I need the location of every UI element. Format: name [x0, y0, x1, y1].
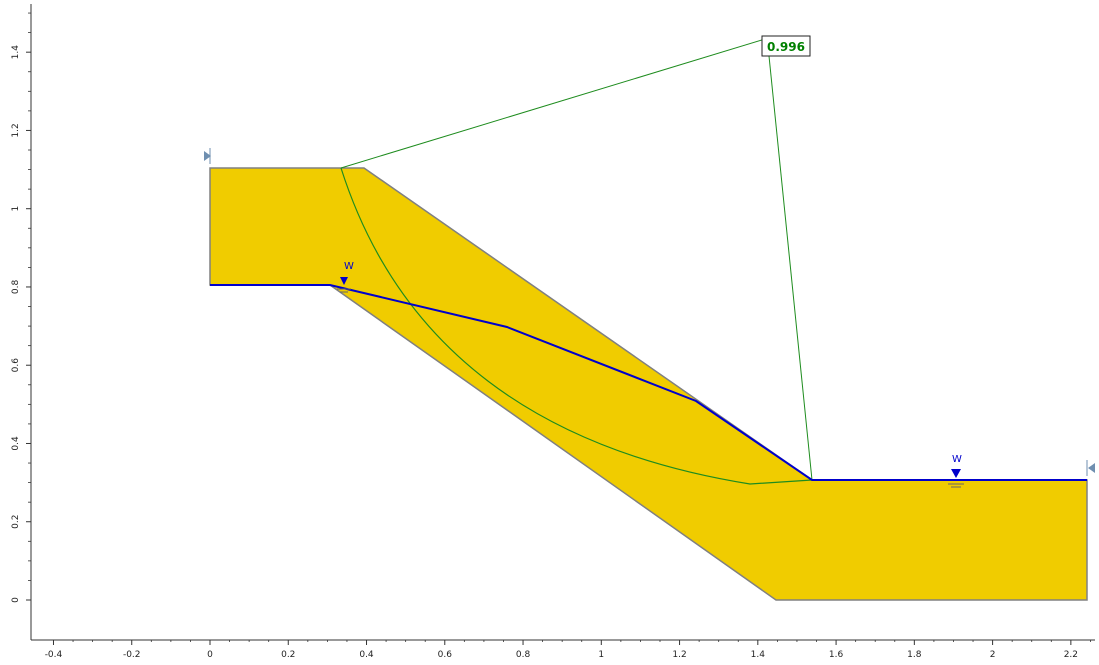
- x-tick-label: 2.2: [1064, 650, 1078, 660]
- y-tick-label: 1.2: [11, 123, 21, 137]
- water-table[interactable]: [210, 284, 1087, 481]
- slope-limit-right-marker[interactable]: [1086, 460, 1095, 476]
- y-tick-label: 0.8: [11, 280, 21, 295]
- x-tick-label: 0.2: [281, 650, 295, 660]
- water-marker-left: W: [337, 261, 354, 293]
- factor-of-safety-label[interactable]: 0.996: [761, 35, 811, 57]
- fos-box: [761, 35, 811, 57]
- x-axis: -0.4 -0.2 0 0.2 0.4 0.6 0.8 1 1.2 1.4 1.6 1.8 2 2.2: [31, 639, 1095, 660]
- fos-value: 0.996: [767, 40, 805, 54]
- water-triangle-left-icon: [340, 277, 348, 285]
- slope-limit-right-icon: [1088, 463, 1095, 473]
- x-tick-label: 2: [990, 650, 996, 660]
- y-tick-label: 1.4: [11, 45, 21, 60]
- x-tick-label: -0.4: [45, 650, 63, 660]
- y-tick-label: 0: [11, 597, 21, 603]
- x-tick-label: 1.4: [751, 650, 766, 660]
- y-tick-label: 0.4: [11, 436, 21, 451]
- x-tick-label: 1.8: [907, 650, 922, 660]
- y-tick-label: 0.2: [11, 515, 21, 529]
- slip-radius-right: [768, 55, 813, 481]
- slope-limit-left-icon: [204, 151, 211, 161]
- soil-region[interactable]: [209, 167, 1088, 601]
- slip-surface: [340, 167, 813, 485]
- x-tick-label: 0.6: [438, 650, 453, 660]
- water-marker-right: W: [948, 454, 964, 488]
- water-triangle-right-icon: [951, 469, 961, 478]
- x-tick-label: 1.6: [829, 650, 844, 660]
- y-tick-label: 1: [11, 206, 21, 212]
- y-axis: 0 0.2 0.4 0.6 0.8 1 1.2 1.4: [11, 4, 32, 640]
- slope-limit-left-marker[interactable]: [204, 148, 211, 164]
- x-tick-label: -0.2: [123, 650, 141, 660]
- y-tick-label: 0.6: [11, 358, 21, 373]
- x-tick-label: 0.8: [516, 650, 531, 660]
- water-label-right: W: [952, 454, 962, 465]
- water-label-left: W: [344, 261, 354, 272]
- slip-radius-left: [340, 38, 766, 169]
- x-tick-label: 1: [598, 650, 604, 660]
- x-tick-label: 0.4: [359, 650, 374, 660]
- x-tick-label: 1.2: [672, 650, 686, 660]
- x-tick-label: 0: [207, 650, 213, 660]
